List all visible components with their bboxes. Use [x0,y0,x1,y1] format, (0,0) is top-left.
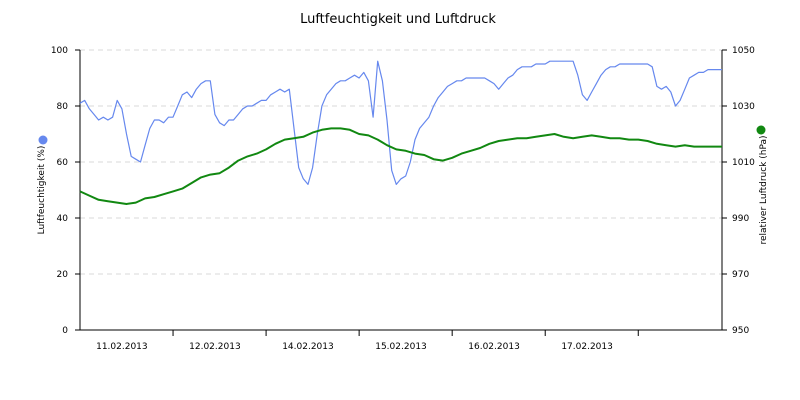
x-tick-label: 17.02.2013 [561,342,613,352]
right-tick-label: 1010 [732,158,755,168]
tick-labels: 0 20 40 60 80 100 950 970 990 1010 1030 1050 11.02.2… [51,46,755,352]
left-legend-dot [38,135,48,145]
series-lines [79,60,722,205]
left-tick-label: 0 [62,326,68,336]
right-tick-label: 970 [732,270,749,280]
right-legend-dot [756,125,766,135]
right-tick-label: 1030 [732,102,755,112]
left-tick-label: 40 [57,214,69,224]
humidity-series-line [79,60,722,185]
grid [80,49,722,275]
x-tick-label: 14.02.2013 [282,342,334,352]
left-tick-label: 60 [57,158,69,168]
chart-title: Luftfeuchtigkeit und Luftdruck [300,12,496,27]
left-tick-label: 100 [51,46,68,56]
left-tick-label: 20 [57,270,69,280]
right-tick-label: 990 [732,214,749,224]
pressure-series-line [79,127,722,205]
x-tick-label: 15.02.2013 [375,342,427,352]
left-tick-label: 80 [57,102,69,112]
left-axis-label: Luftfeuchtigkeit (%) [37,146,47,235]
x-tick-label: 16.02.2013 [468,342,520,352]
right-axis-label: relativer Luftdruck (hPa) [759,135,769,244]
axes [75,49,727,336]
x-tick-label: 12.02.2013 [189,342,241,352]
right-tick-label: 950 [732,326,749,336]
right-tick-label: 1050 [732,46,755,56]
x-tick-label: 11.02.2013 [96,342,148,352]
